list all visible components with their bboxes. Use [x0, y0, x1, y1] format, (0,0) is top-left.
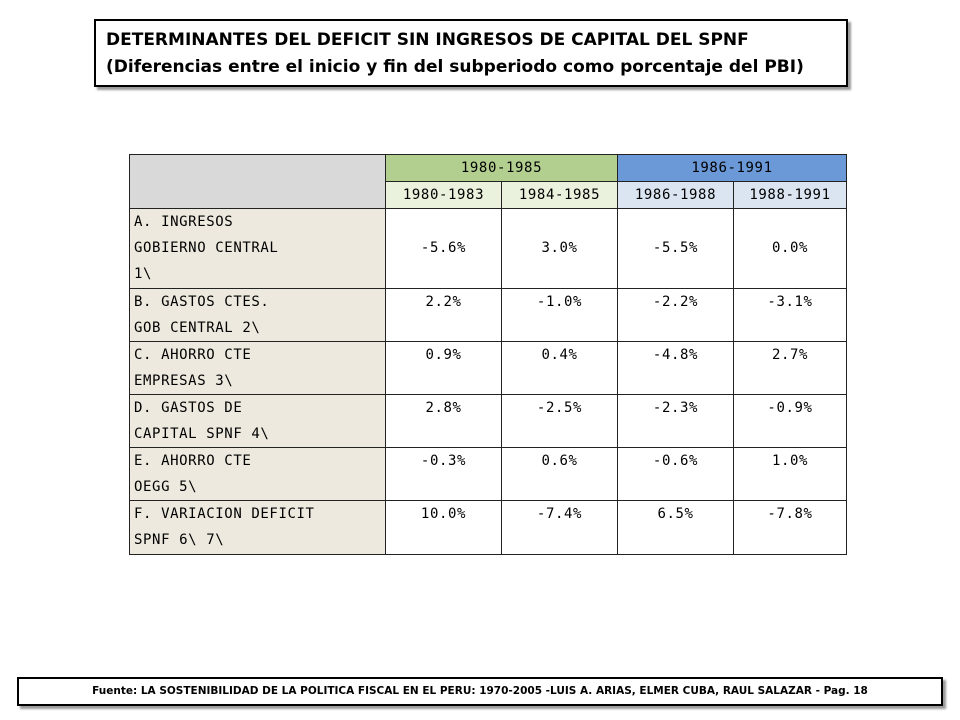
table-row: B. GASTOS CTES. GOB CENTRAL 2\ 2.2% -1.0… [129, 288, 847, 342]
determinants-table: 1980-1985 1986-1991 1980-1983 1984-1985 … [129, 154, 847, 555]
subperiod-header-row: 1980-1983 1984-1985 1986-1988 1988-1991 [130, 181, 847, 209]
value-cell: 1.0% [733, 447, 847, 501]
subperiod-header: 1988-1991 [733, 181, 847, 209]
value-cell: 2.8% [385, 394, 502, 448]
value-cell: -2.3% [617, 394, 734, 448]
value-cell: -7.4% [501, 500, 618, 555]
period-header-2: 1986-1991 [617, 154, 847, 182]
row-label: E. AHORRO CTE OEGG 5\ [129, 447, 386, 501]
value-cell: 10.0% [385, 500, 502, 555]
period-header-1: 1980-1985 [385, 154, 618, 182]
table-row: D. GASTOS DE CAPITAL SPNF 4\ 2.8% -2.5% … [129, 394, 847, 448]
table-row: E. AHORRO CTE OEGG 5\ -0.3% 0.6% -0.6% 1… [129, 447, 847, 501]
corner-cell [129, 154, 386, 209]
value-cell: -0.3% [385, 447, 502, 501]
source-label: Fuente: [92, 685, 138, 697]
subperiod-header: 1980-1983 [385, 181, 502, 209]
value-cell: -1.0% [501, 288, 618, 342]
slide-title-box: DETERMINANTES DEL DEFICIT SIN INGRESOS D… [94, 19, 848, 87]
value-cell: 3.0% [501, 208, 618, 289]
value-cell: 2.2% [385, 288, 502, 342]
subperiod-header: 1984-1985 [501, 181, 618, 209]
row-label: B. GASTOS CTES. GOB CENTRAL 2\ [129, 288, 386, 342]
value-cell: -4.8% [617, 341, 734, 395]
value-cell: -5.5% [617, 208, 734, 289]
table-row: C. AHORRO CTE EMPRESAS 3\ 0.9% 0.4% -4.8… [129, 341, 847, 395]
slide-subtitle: (Diferencias entre el inicio y fin del s… [106, 57, 804, 77]
value-cell: 0.4% [501, 341, 618, 395]
row-label: A. INGRESOS GOBIERNO CENTRAL 1\ [129, 208, 386, 289]
row-label: C. AHORRO CTE EMPRESAS 3\ [129, 341, 386, 395]
value-cell: -7.8% [733, 500, 847, 555]
table-row: A. INGRESOS GOBIERNO CENTRAL 1\ -5.6% 3.… [129, 208, 847, 289]
row-label: D. GASTOS DE CAPITAL SPNF 4\ [129, 394, 386, 448]
value-cell: -0.6% [617, 447, 734, 501]
source-text: LA SOSTENIBILIDAD DE LA POLITICA FISCAL … [137, 685, 868, 697]
value-cell: -2.5% [501, 394, 618, 448]
source-footer: Fuente: LA SOSTENIBILIDAD DE LA POLITICA… [17, 677, 943, 706]
row-label: F. VARIACION DEFICIT SPNF 6\ 7\ [129, 500, 386, 555]
value-cell: 2.7% [733, 341, 847, 395]
period-header-row: 1980-1985 1986-1991 [129, 154, 847, 209]
slide-title: DETERMINANTES DEL DEFICIT SIN INGRESOS D… [106, 30, 749, 50]
value-cell: 0.6% [501, 447, 618, 501]
value-cell: -3.1% [733, 288, 847, 342]
value-cell: 0.9% [385, 341, 502, 395]
value-cell: 6.5% [617, 500, 734, 555]
value-cell: -0.9% [733, 394, 847, 448]
value-cell: -2.2% [617, 288, 734, 342]
value-cell: -5.6% [385, 208, 502, 289]
subperiod-header: 1986-1988 [617, 181, 734, 209]
value-cell: 0.0% [733, 208, 847, 289]
table-row: F. VARIACION DEFICIT SPNF 6\ 7\ 10.0% -7… [129, 500, 847, 555]
